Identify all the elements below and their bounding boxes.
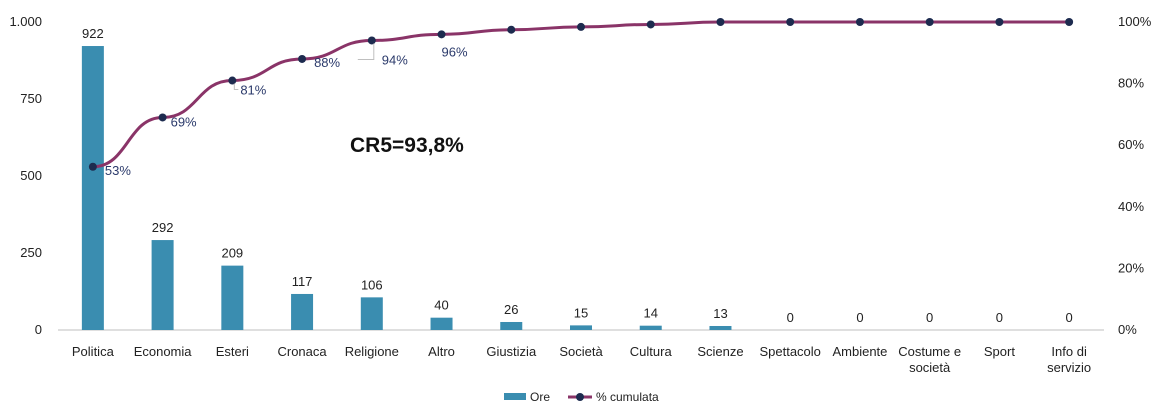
legend-label-cumulative: % cumulata [596, 390, 659, 403]
bar [151, 240, 174, 330]
cumulative-point [646, 20, 655, 29]
cumulative-percent-label: 69% [171, 114, 197, 129]
cumulative-point [437, 30, 446, 39]
cumulative-percent-label: 94% [382, 52, 408, 67]
legend: Ore % cumulata [504, 390, 659, 403]
cumulative-percent-label: 88% [314, 55, 340, 70]
legend-swatch-ore [504, 393, 526, 400]
cumulative-point [158, 113, 167, 122]
right-tick-label: 100% [1118, 14, 1152, 29]
category-label: Economia [134, 344, 193, 359]
category-label: Ambiente [832, 344, 887, 359]
cumulative-point [995, 18, 1004, 26]
cumulative-point [855, 18, 864, 26]
bar-value-label: 13 [713, 306, 727, 321]
cumulative-percent-label: 96% [442, 44, 468, 59]
right-tick-label: 60% [1118, 137, 1144, 152]
bar-data-labels: 922 292 209 117 106 40 26 15 14 13 0 0 0 0 0 [82, 26, 1073, 325]
cumulative-point [925, 18, 934, 26]
left-y-axis: 0 250 500 750 1.000 [9, 14, 42, 337]
bar-value-label: 209 [221, 246, 243, 261]
category-label: Società [559, 344, 603, 359]
category-label: Religione [345, 344, 399, 359]
right-tick-label: 40% [1118, 199, 1144, 214]
category-label: Altro [428, 344, 455, 359]
label-leader-line [233, 83, 239, 91]
category-labels: Politica Economia Esteri Cronaca Religione Al… [72, 344, 1091, 375]
bar [81, 46, 104, 331]
bar-value-label: 0 [787, 310, 794, 325]
bar-value-label: 0 [1066, 310, 1073, 325]
cumulative-point [298, 54, 307, 63]
legend-label-ore: Ore [530, 390, 550, 403]
category-label: Esteri [216, 344, 249, 359]
bar-value-label: 14 [643, 306, 657, 321]
cumulative-percent-label: 53% [105, 163, 131, 178]
bar [360, 297, 383, 330]
bar-value-label: 0 [996, 310, 1003, 325]
cumulative-point [367, 36, 376, 45]
bar-value-label: 0 [856, 310, 863, 325]
cumulative-percent-label: 81% [240, 83, 266, 98]
cumulative-point [1065, 18, 1074, 26]
category-label: Politica [72, 344, 115, 359]
bar [709, 325, 732, 330]
category-label: Sport [984, 344, 1015, 359]
cumulative-point [786, 18, 795, 26]
left-tick-label: 250 [20, 245, 42, 260]
left-tick-label: 0 [35, 322, 42, 337]
bar [291, 293, 314, 330]
bar-value-label: 106 [361, 277, 383, 292]
category-label: Giustizia [486, 344, 537, 359]
legend-swatch-cumulative-marker [576, 393, 584, 401]
bar-value-label: 0 [926, 310, 933, 325]
category-label: Info di servizio [1047, 344, 1091, 375]
right-tick-label: 20% [1118, 260, 1144, 275]
cumulative-line [92, 20, 1070, 169]
concentration-annotation: CR5=93,8% [350, 134, 464, 157]
bar [570, 325, 592, 330]
left-tick-label: 500 [20, 168, 42, 183]
left-tick-label: 750 [20, 91, 42, 106]
cumulative-point [88, 162, 97, 171]
bar-value-label: 117 [292, 274, 313, 289]
right-y-axis: 0% 20% 40% 60% 80% 100% [1118, 14, 1152, 337]
bar-value-label: 292 [152, 220, 174, 235]
cumulative-point [577, 22, 585, 31]
bar [500, 321, 523, 330]
cumulative-point [228, 76, 237, 85]
label-leader-line [357, 43, 375, 60]
line-series-cumulative [88, 18, 1074, 171]
category-label: Scienze [697, 344, 743, 359]
bar-value-label: 922 [82, 26, 104, 41]
cumulative-point [507, 25, 516, 34]
category-label: Costume e società [898, 344, 961, 375]
category-label: Spettacolo [759, 344, 820, 359]
bar [221, 265, 244, 330]
category-label: Cronaca [277, 344, 327, 359]
cumulative-point [716, 18, 725, 26]
bar-value-label: 26 [504, 302, 518, 317]
bar [430, 317, 453, 330]
line-data-labels: 53% 69% 81% 88% 94% 96% [105, 43, 468, 178]
right-tick-label: 0% [1118, 322, 1137, 337]
bar-value-label: 40 [434, 298, 448, 313]
bar-value-label: 15 [574, 305, 588, 320]
bar [639, 325, 662, 330]
left-tick-label: 1.000 [9, 14, 42, 29]
right-tick-label: 80% [1118, 76, 1144, 91]
bar-series-ore [81, 46, 732, 331]
category-label: Cultura [630, 344, 673, 359]
